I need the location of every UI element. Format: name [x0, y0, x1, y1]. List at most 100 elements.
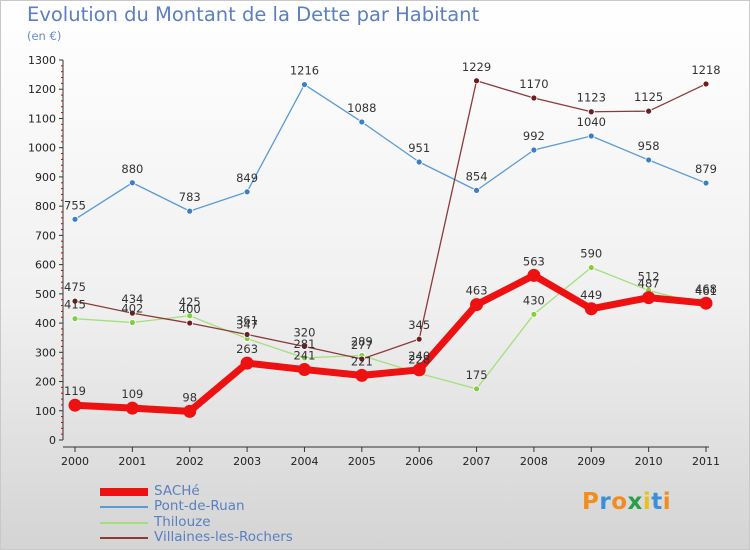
proxiti-logo: Proxiti [582, 489, 671, 515]
data-point [587, 264, 595, 271]
data-point [415, 158, 423, 166]
x-tick-label: 2006 [405, 455, 433, 468]
data-point [415, 335, 423, 343]
data-label: 1088 [347, 101, 376, 115]
legend-swatch [100, 488, 148, 496]
y-tick-label: 0 [49, 434, 56, 447]
data-label: 347 [236, 318, 258, 332]
y-tick-label: 200 [35, 376, 56, 389]
data-point [301, 343, 308, 350]
data-label: 1123 [577, 91, 606, 105]
logo-letter: i [642, 489, 652, 515]
data-point [71, 297, 79, 305]
chart-title: Evolution du Montant de la Dette par Hab… [27, 3, 480, 26]
data-label: 109 [121, 387, 143, 401]
data-point [587, 108, 595, 116]
series-line [74, 271, 707, 415]
data-label: 563 [523, 254, 545, 268]
x-tick-label: 2011 [692, 455, 720, 468]
data-label: 849 [236, 171, 258, 185]
legend-label: Pont-de-Ruan [154, 498, 245, 515]
data-label: 434 [121, 292, 143, 306]
data-point [183, 404, 197, 418]
data-label: 345 [408, 318, 430, 332]
legend-swatch [100, 536, 148, 539]
logo-letter: x [627, 489, 643, 515]
data-point [473, 77, 480, 85]
legend-label: Villaines-les-Rochers [154, 528, 293, 545]
x-tick-label: 2008 [520, 455, 548, 468]
data-point [301, 81, 308, 88]
legend-swatch [100, 506, 148, 509]
data-label: 415 [64, 298, 86, 312]
legend-swatch [100, 521, 148, 524]
data-point [358, 355, 366, 363]
data-point [128, 179, 136, 187]
data-label: 175 [466, 368, 488, 382]
data-point [128, 309, 136, 317]
y-tick-label: 1000 [28, 142, 56, 155]
data-point [527, 268, 541, 282]
data-point [243, 331, 251, 338]
x-tick-label: 2000 [61, 455, 89, 468]
data-label: 402 [121, 301, 143, 315]
data-point [473, 186, 480, 194]
data-point [358, 118, 366, 126]
series-line [74, 80, 707, 360]
data-label: 400 [179, 302, 201, 316]
data-point [702, 179, 710, 187]
data-point [301, 354, 308, 362]
data-label: 475 [64, 280, 86, 294]
data-label: 277 [351, 338, 373, 352]
data-point [645, 156, 653, 164]
data-label: 590 [580, 247, 602, 261]
series-line [74, 83, 707, 220]
data-point [243, 188, 251, 196]
data-label: 425 [179, 295, 201, 309]
data-point [355, 368, 369, 382]
data-label: 1218 [691, 63, 720, 77]
data-label: 221 [351, 354, 373, 368]
data-label: 958 [638, 139, 660, 153]
y-tick-label: 800 [35, 200, 56, 213]
data-label: 361 [236, 313, 258, 327]
data-point [71, 215, 79, 223]
data-point [240, 356, 254, 370]
data-label: 281 [293, 337, 315, 351]
legend-label: Thilouze [154, 513, 211, 530]
data-point [125, 401, 139, 415]
logo-letter: t [651, 489, 663, 515]
data-label: 463 [466, 284, 488, 298]
data-label: 98 [182, 390, 197, 404]
data-label: 119 [64, 384, 86, 398]
logo-letter: o [611, 489, 628, 515]
data-label: 880 [121, 162, 143, 176]
data-label: 461 [695, 284, 717, 298]
x-tick-label: 2009 [577, 455, 605, 468]
data-point [530, 146, 538, 154]
y-tick-label: 1200 [28, 83, 56, 96]
y-tick-label: 700 [35, 229, 56, 242]
data-label: 1040 [577, 115, 606, 129]
y-tick-label: 500 [35, 288, 56, 301]
data-label: 449 [580, 288, 602, 302]
y-tick-label: 600 [35, 259, 56, 272]
y-tick-label: 100 [35, 405, 56, 418]
data-point [530, 94, 538, 102]
data-label: 1125 [634, 90, 663, 104]
x-tick-label: 2005 [348, 455, 376, 468]
x-tick-label: 2007 [463, 455, 491, 468]
data-label: 289 [351, 335, 373, 349]
y-tick-label: 300 [35, 346, 56, 359]
data-label: 468 [695, 282, 717, 296]
data-label: 240 [408, 349, 430, 363]
data-label: 879 [695, 162, 717, 176]
x-tick-label: 2003 [233, 455, 261, 468]
data-point [473, 385, 480, 393]
data-label: 487 [638, 277, 660, 291]
data-label: 241 [293, 349, 315, 363]
data-label: 992 [523, 129, 545, 143]
y-tick-label: 400 [35, 317, 56, 330]
data-label: 1229 [462, 60, 491, 74]
